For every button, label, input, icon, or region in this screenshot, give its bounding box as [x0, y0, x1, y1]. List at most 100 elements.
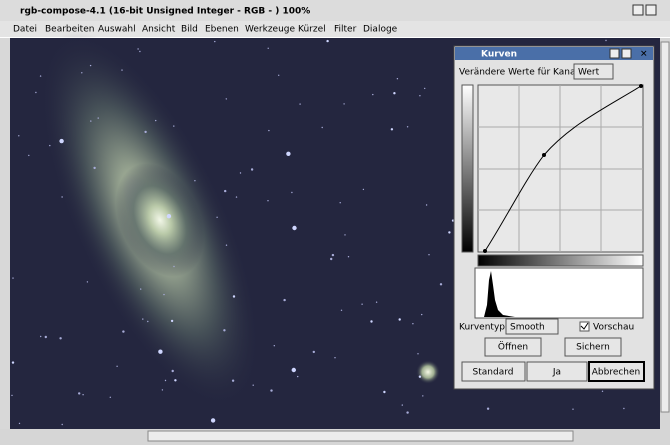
star — [61, 196, 62, 197]
star — [93, 167, 95, 169]
star — [370, 320, 372, 322]
v-scroll-thumb[interactable] — [661, 42, 669, 412]
star — [172, 370, 174, 372]
star — [399, 318, 401, 320]
companion-galaxy — [416, 360, 440, 384]
h-scroll-thumb[interactable] — [148, 431, 573, 441]
star — [343, 103, 344, 104]
star — [40, 336, 41, 337]
star — [426, 204, 427, 205]
menu-item[interactable]: Filter — [334, 25, 357, 35]
star — [226, 245, 227, 246]
star — [283, 299, 285, 301]
dialog-maximize[interactable] — [622, 49, 631, 58]
star — [487, 408, 489, 410]
star — [223, 329, 225, 331]
menu-item[interactable]: Werkzeuge — [245, 25, 295, 35]
star — [348, 256, 349, 257]
ruler — [0, 38, 10, 429]
star — [90, 65, 91, 66]
input-gradient — [478, 255, 643, 266]
star — [142, 318, 143, 319]
curve-point[interactable] — [483, 249, 487, 253]
dialog-close[interactable]: ✕ — [640, 50, 648, 60]
star — [139, 51, 140, 52]
star — [232, 380, 234, 382]
star — [383, 391, 385, 393]
star — [87, 281, 88, 282]
cancel-label[interactable]: Abbrechen — [592, 368, 641, 378]
star — [326, 40, 328, 42]
star — [372, 94, 373, 95]
curves-dialog: Kurven ✕ Verändere Werte für Kanal: Wert… — [454, 46, 654, 389]
menu-item[interactable]: Dialoge — [363, 25, 398, 35]
star — [274, 345, 275, 346]
star — [602, 391, 603, 392]
star — [412, 323, 413, 324]
menu-item[interactable]: Ebenen — [205, 25, 239, 35]
star — [419, 376, 421, 378]
save-label[interactable]: Sichern — [576, 343, 610, 353]
star — [278, 75, 279, 76]
maximize[interactable] — [646, 5, 656, 15]
star — [267, 200, 268, 201]
star — [422, 395, 423, 396]
star — [376, 302, 377, 303]
dialog-minimize[interactable] — [610, 49, 619, 58]
ok-label[interactable]: Ja — [552, 368, 561, 378]
star — [334, 357, 335, 358]
star — [424, 88, 425, 89]
star — [116, 366, 117, 367]
menu-item[interactable]: Auswahl — [98, 25, 136, 35]
star — [623, 408, 624, 409]
curve-type-value[interactable]: Smooth — [510, 323, 545, 333]
channel-value[interactable]: Wert — [578, 68, 600, 78]
star — [330, 258, 332, 260]
star — [40, 75, 41, 76]
preview-label: Vorschau — [593, 323, 634, 333]
star — [147, 321, 148, 322]
menu-item[interactable]: Ansicht — [142, 25, 176, 35]
minimize[interactable] — [633, 5, 643, 15]
star — [428, 254, 429, 255]
menu-item[interactable]: Kürzel — [298, 25, 326, 35]
star — [216, 217, 217, 218]
star — [173, 266, 174, 267]
star — [19, 423, 20, 424]
star — [35, 92, 36, 93]
star — [59, 337, 61, 339]
curve-type-label: Kurventyp: — [459, 323, 508, 333]
star — [407, 126, 408, 127]
star — [171, 320, 173, 322]
curve-point[interactable] — [639, 84, 643, 88]
star — [62, 424, 63, 425]
standard-label[interactable]: Standard — [473, 368, 514, 378]
star — [226, 98, 227, 99]
window-title: rgb-compose-4.1 (16-bit Unsigned Integer… — [20, 7, 310, 17]
star — [240, 172, 241, 173]
star — [419, 95, 420, 96]
menu-item[interactable]: Datei — [13, 25, 37, 35]
star — [59, 139, 63, 143]
star — [270, 389, 272, 391]
star — [361, 304, 362, 305]
star — [173, 125, 174, 126]
star — [417, 353, 418, 354]
curve-point[interactable] — [542, 153, 546, 157]
star — [605, 40, 606, 41]
star — [122, 330, 124, 332]
menu-item[interactable]: Bild — [181, 25, 198, 35]
star — [11, 395, 12, 396]
star — [165, 380, 166, 381]
star — [344, 234, 345, 235]
star — [292, 368, 296, 372]
star — [397, 78, 398, 79]
star — [251, 168, 253, 170]
star — [158, 350, 162, 354]
star — [406, 411, 408, 413]
star — [363, 189, 364, 190]
star — [297, 376, 298, 377]
star — [332, 254, 334, 256]
star — [421, 314, 422, 315]
open-label[interactable]: Öffnen — [498, 342, 528, 353]
